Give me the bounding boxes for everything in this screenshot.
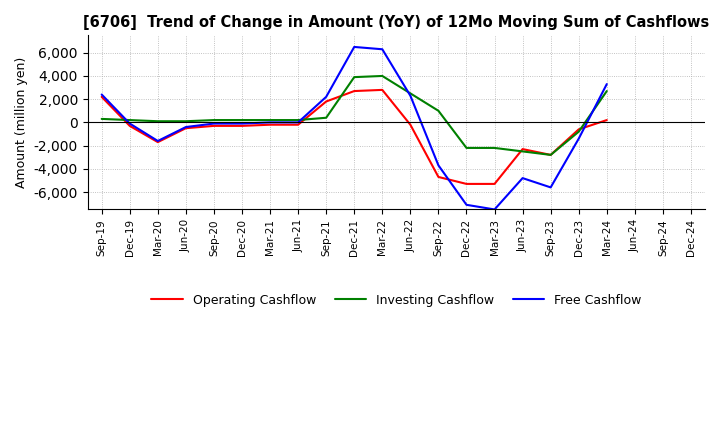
Operating Cashflow xyxy=(266,122,274,127)
Operating Cashflow xyxy=(490,181,499,187)
Operating Cashflow xyxy=(322,99,330,104)
Free Cashflow xyxy=(210,121,218,126)
Operating Cashflow xyxy=(181,125,190,131)
Free Cashflow xyxy=(238,121,246,126)
Operating Cashflow xyxy=(406,122,415,127)
Investing Cashflow xyxy=(238,117,246,123)
Free Cashflow xyxy=(518,176,527,181)
Operating Cashflow xyxy=(97,94,106,99)
Operating Cashflow xyxy=(210,123,218,128)
Legend: Operating Cashflow, Investing Cashflow, Free Cashflow: Operating Cashflow, Investing Cashflow, … xyxy=(146,289,647,312)
Investing Cashflow xyxy=(518,149,527,154)
Operating Cashflow xyxy=(518,147,527,152)
Line: Investing Cashflow: Investing Cashflow xyxy=(102,76,607,155)
Investing Cashflow xyxy=(125,117,134,123)
Investing Cashflow xyxy=(322,115,330,121)
Free Cashflow xyxy=(350,44,359,50)
Free Cashflow xyxy=(322,94,330,99)
Free Cashflow xyxy=(153,138,162,143)
Free Cashflow xyxy=(575,136,583,141)
Investing Cashflow xyxy=(462,145,471,150)
Operating Cashflow xyxy=(546,152,555,158)
Line: Free Cashflow: Free Cashflow xyxy=(102,47,607,209)
Investing Cashflow xyxy=(153,119,162,124)
Operating Cashflow xyxy=(294,122,302,127)
Investing Cashflow xyxy=(546,152,555,158)
Operating Cashflow xyxy=(462,181,471,187)
Operating Cashflow xyxy=(603,117,611,123)
Investing Cashflow xyxy=(97,116,106,121)
Operating Cashflow xyxy=(378,87,387,92)
Investing Cashflow xyxy=(266,117,274,123)
Free Cashflow xyxy=(266,120,274,125)
Investing Cashflow xyxy=(378,73,387,79)
Free Cashflow xyxy=(97,92,106,97)
Investing Cashflow xyxy=(350,74,359,80)
Investing Cashflow xyxy=(434,108,443,114)
Investing Cashflow xyxy=(210,117,218,123)
Free Cashflow xyxy=(125,121,134,126)
Free Cashflow xyxy=(294,120,302,125)
Operating Cashflow xyxy=(434,174,443,180)
Free Cashflow xyxy=(378,47,387,52)
Free Cashflow xyxy=(406,93,415,98)
Free Cashflow xyxy=(462,202,471,207)
Investing Cashflow xyxy=(603,88,611,94)
Title: [6706]  Trend of Change in Amount (YoY) of 12Mo Moving Sum of Cashflows: [6706] Trend of Change in Amount (YoY) o… xyxy=(84,15,709,30)
Operating Cashflow xyxy=(350,88,359,94)
Investing Cashflow xyxy=(490,145,499,150)
Investing Cashflow xyxy=(294,117,302,123)
Free Cashflow xyxy=(490,207,499,212)
Free Cashflow xyxy=(181,125,190,130)
Operating Cashflow xyxy=(575,127,583,132)
Operating Cashflow xyxy=(238,123,246,128)
Y-axis label: Amount (million yen): Amount (million yen) xyxy=(15,57,28,188)
Line: Operating Cashflow: Operating Cashflow xyxy=(102,90,607,184)
Investing Cashflow xyxy=(575,129,583,134)
Free Cashflow xyxy=(603,81,611,87)
Operating Cashflow xyxy=(125,123,134,128)
Operating Cashflow xyxy=(153,139,162,145)
Investing Cashflow xyxy=(181,119,190,124)
Free Cashflow xyxy=(546,185,555,190)
Free Cashflow xyxy=(434,163,443,168)
Investing Cashflow xyxy=(406,91,415,96)
